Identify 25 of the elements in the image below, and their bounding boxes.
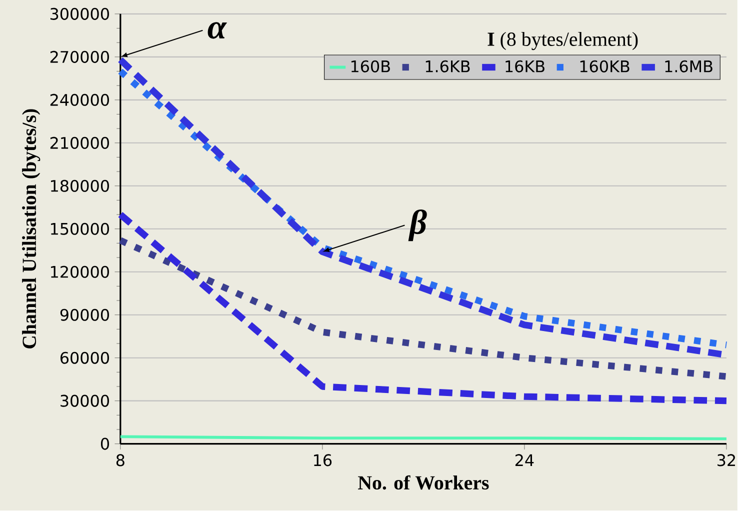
y-tick-label: 180000 — [51, 180, 109, 192]
y-tick-label: 270000 — [50, 51, 109, 64]
legend-label: 1.6KB — [426, 60, 470, 73]
legend-label: 1.6MB — [665, 60, 712, 73]
y-tick-label: 300000 — [50, 8, 109, 20]
y-tick-label: 60000 — [60, 352, 109, 364]
legend-label: 160KB — [580, 60, 630, 73]
annotation: β — [408, 210, 427, 242]
x-tick-label: 16 — [314, 454, 332, 466]
y-tick-label: 240000 — [50, 94, 109, 106]
y-tick-label: 90000 — [60, 309, 109, 322]
legend-label: 160B — [351, 60, 390, 73]
x-tick-label: 8 — [116, 454, 124, 466]
x-tick-label: 32 — [718, 454, 735, 466]
x-tick-label: 24 — [515, 454, 534, 466]
legend-title: I (8 bytes/element) — [488, 32, 638, 50]
x-axis-title: No. of Workers — [358, 476, 489, 490]
y-tick-label: 210000 — [50, 137, 109, 150]
y-axis-title: Channel Utilisation (bytes/s) — [22, 110, 40, 349]
legend-label: 16KB — [506, 60, 544, 73]
y-tick-label: 120000 — [51, 266, 109, 278]
y-tick-label: 0 — [100, 438, 110, 450]
annotation: α — [208, 22, 227, 39]
y-tick-label: 30000 — [60, 395, 109, 408]
y-tick-label: 150000 — [51, 223, 109, 236]
